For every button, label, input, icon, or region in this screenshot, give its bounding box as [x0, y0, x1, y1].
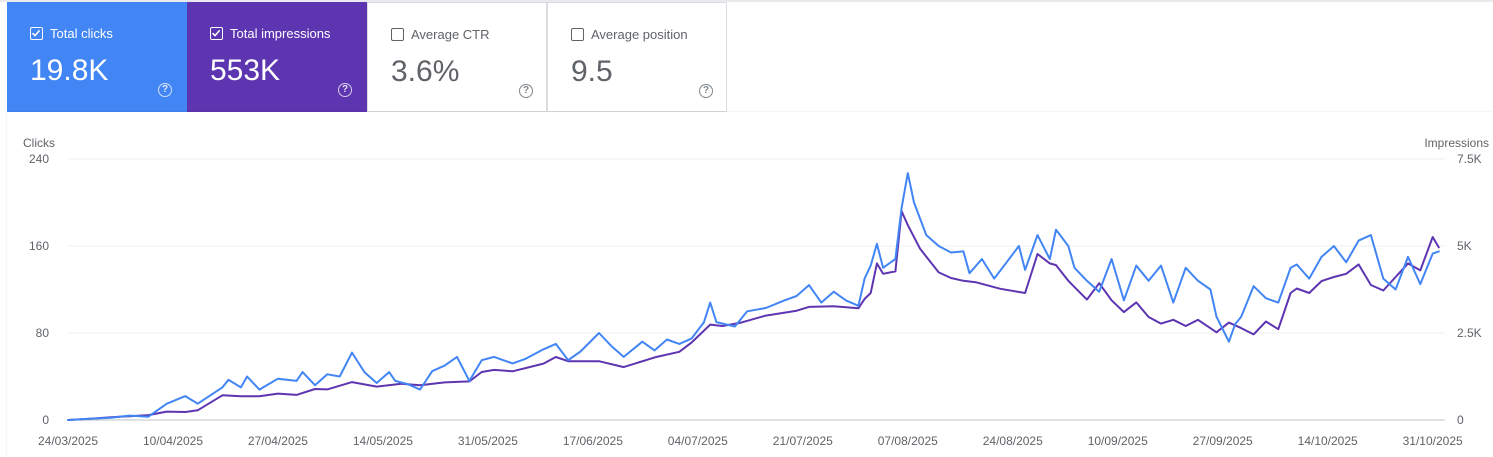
- checkbox-icon[interactable]: [391, 28, 404, 41]
- x-tick-label: 24/03/2025: [38, 434, 98, 448]
- help-icon[interactable]: ?: [699, 84, 713, 98]
- x-tick-label: 14/10/2025: [1298, 434, 1358, 448]
- x-tick-label: 17/06/2025: [563, 434, 623, 448]
- metric-card-total-impressions[interactable]: Total impressions 553K ?: [187, 2, 367, 112]
- y-right-tick-label: 5K: [1457, 239, 1472, 253]
- help-icon[interactable]: ?: [338, 83, 352, 97]
- metric-label: Total clicks: [50, 26, 113, 41]
- y-left-tick-label: 80: [36, 326, 50, 340]
- x-tick-label: 31/05/2025: [458, 434, 518, 448]
- x-tick-label: 07/08/2025: [878, 434, 938, 448]
- x-tick-label: 04/07/2025: [668, 434, 728, 448]
- x-tick-label: 10/04/2025: [143, 434, 203, 448]
- y-left-tick-label: 240: [29, 152, 49, 166]
- y-right-tick-label: 2.5K: [1457, 326, 1482, 340]
- y-left-axis-title: Clicks: [23, 136, 55, 150]
- metric-card-total-clicks[interactable]: Total clicks 19.8K ?: [7, 2, 187, 112]
- metric-label: Average CTR: [411, 27, 490, 42]
- help-icon[interactable]: ?: [519, 84, 533, 98]
- top-border: [0, 0, 1493, 2]
- metric-value: 553K: [210, 54, 281, 87]
- x-tick-label: 21/07/2025: [773, 434, 833, 448]
- y-right-tick-label: 7.5K: [1457, 152, 1482, 166]
- chart-panel: 240 7.5K 160 5K 80 2.5K 0 0 Clicks Impressions 24/…: [7, 112, 1493, 457]
- x-tick-label: 10/09/2025: [1088, 434, 1148, 448]
- help-icon[interactable]: ?: [158, 83, 172, 97]
- series-line-impressions: [67, 210, 1440, 421]
- metric-value: 3.6%: [391, 55, 460, 88]
- checkbox-icon[interactable]: [571, 28, 584, 41]
- x-tick-label: 14/05/2025: [353, 434, 413, 448]
- metric-value: 9.5: [571, 55, 613, 88]
- x-tick-label: 27/09/2025: [1193, 434, 1253, 448]
- metric-value: 19.8K: [30, 54, 109, 87]
- checkbox-icon[interactable]: [210, 27, 223, 40]
- metric-label: Total impressions: [230, 26, 331, 41]
- y-left-tick-label: 0: [42, 413, 49, 427]
- metric-cards: Total clicks 19.8K ? Total impressions 5…: [7, 2, 727, 112]
- y-right-axis-title: Impressions: [1424, 136, 1489, 150]
- checkbox-icon[interactable]: [30, 27, 43, 40]
- metric-card-average-position[interactable]: Average position 9.5 ?: [547, 2, 727, 112]
- performance-chart[interactable]: 240 7.5K 160 5K 80 2.5K 0 0 Clicks Impressions 24/…: [7, 112, 1493, 457]
- metric-label: Average position: [591, 27, 688, 42]
- series-line-clicks: [67, 172, 1440, 421]
- x-tick-label: 31/10/2025: [1403, 434, 1463, 448]
- metric-card-average-ctr[interactable]: Average CTR 3.6% ?: [367, 2, 547, 112]
- x-tick-label: 27/04/2025: [248, 434, 308, 448]
- y-right-tick-label: 0: [1457, 413, 1464, 427]
- x-tick-label: 24/08/2025: [983, 434, 1043, 448]
- y-left-tick-label: 160: [29, 239, 49, 253]
